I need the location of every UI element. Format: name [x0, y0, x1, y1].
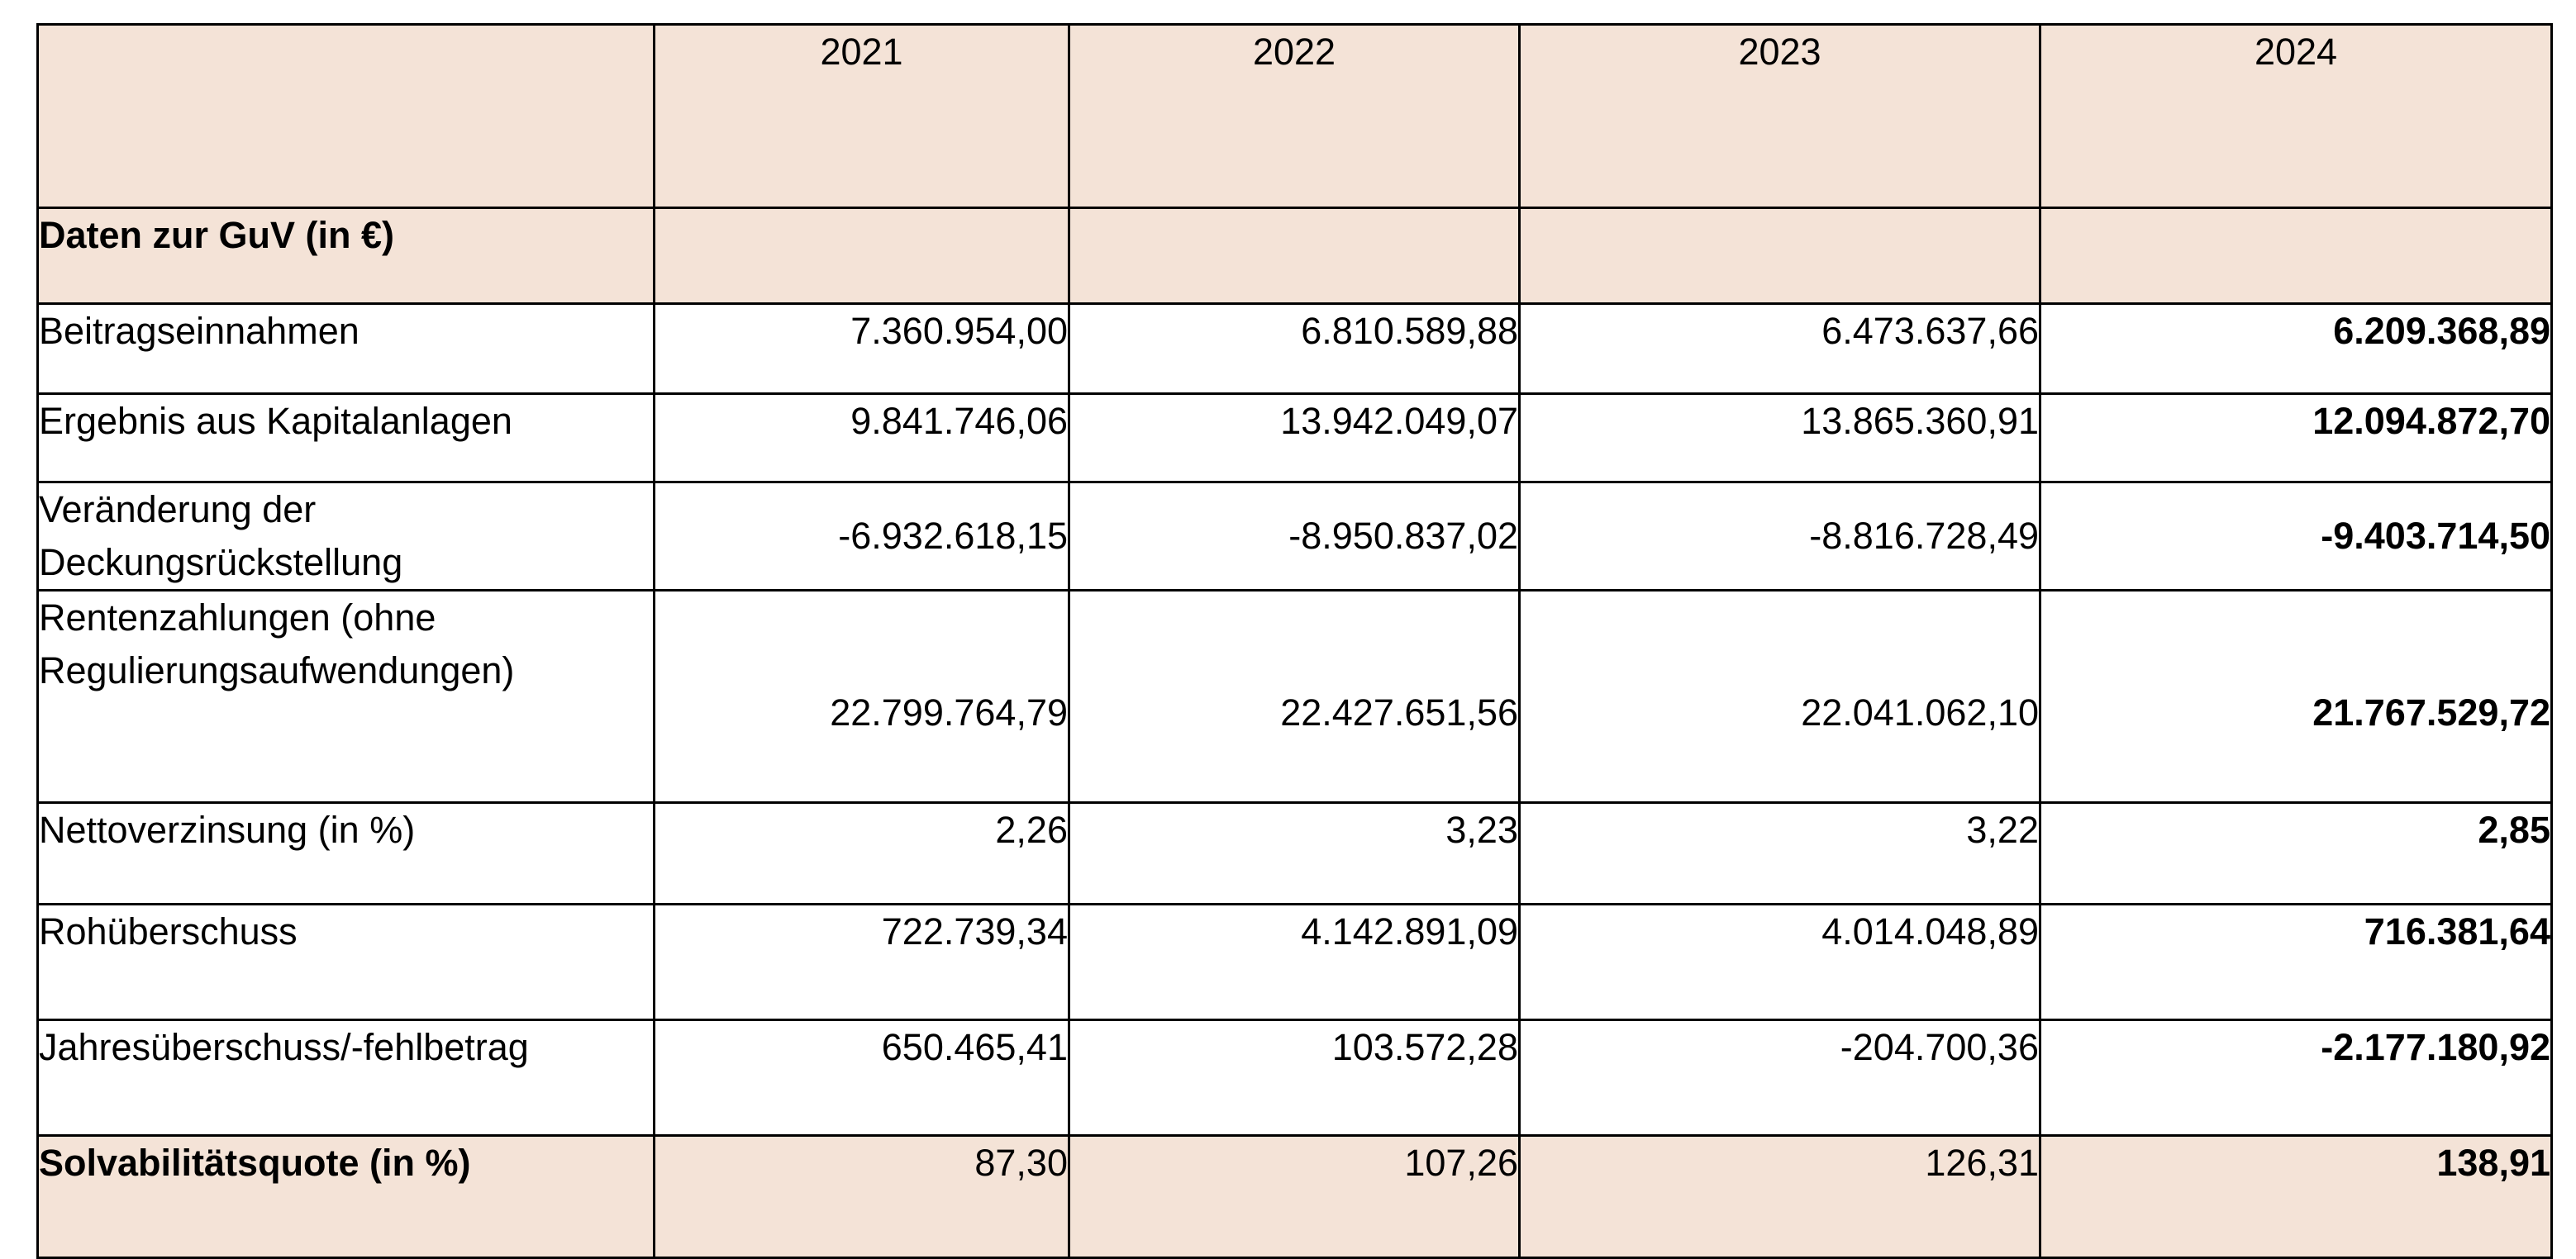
section-header-row: Daten zur GuV (in €) [36, 207, 2553, 305]
value-cell: 3,22 [1518, 801, 2041, 905]
year-header-2023: 2023 [1518, 23, 2041, 209]
section-empty-cell [2039, 207, 2553, 305]
value-cell: 650.465,41 [653, 1019, 1070, 1137]
table-row: Veränderung der Deckungsrückstellung -6.… [36, 481, 2553, 591]
value-cell: 126,31 [1518, 1134, 2041, 1259]
value-cell: 2,26 [653, 801, 1070, 905]
value-cell: 22.041.062,10 [1518, 589, 2041, 804]
value-cell: 6.473.637,66 [1518, 302, 2041, 395]
value-cell: -6.932.618,15 [653, 481, 1070, 591]
value-cell-2024: 21.767.529,72 [2039, 589, 2553, 804]
section-empty-cell [1068, 207, 1521, 305]
header-row: 2021 2022 2023 2024 [36, 23, 2553, 209]
table-row: Beitragseinnahmen 7.360.954,00 6.810.589… [36, 302, 2553, 395]
year-header-2024: 2024 [2039, 23, 2553, 209]
table-row: Ergebnis aus Kapitalanlagen 9.841.746,06… [36, 392, 2553, 483]
value-cell: 107,26 [1068, 1134, 1521, 1259]
value-cell: -204.700,36 [1518, 1019, 2041, 1137]
row-label-rohueberschuss: Rohüberschuss [36, 903, 655, 1021]
footer-row: Solvabilitätsquote (in %) 87,30 107,26 1… [36, 1134, 2553, 1259]
year-header-2022: 2022 [1068, 23, 1521, 209]
row-label-beitragseinnahmen: Beitragseinnahmen [36, 302, 655, 395]
value-cell: 13.865.360,91 [1518, 392, 2041, 483]
value-cell: 9.841.746,06 [653, 392, 1070, 483]
value-cell: 4.014.048,89 [1518, 903, 2041, 1021]
value-cell-2024: -2.177.180,92 [2039, 1019, 2553, 1137]
value-cell: 4.142.891,09 [1068, 903, 1521, 1021]
value-cell: 3,23 [1068, 801, 1521, 905]
financial-data-table: 2021 2022 2023 2024 Daten zur GuV (in €)… [36, 23, 2553, 1259]
value-cell: 22.799.764,79 [653, 589, 1070, 804]
row-label-solvabilitaetsquote: Solvabilitätsquote (in %) [36, 1134, 655, 1259]
value-cell: 103.572,28 [1068, 1019, 1521, 1137]
value-cell-2024: 2,85 [2039, 801, 2553, 905]
value-cell-2024: 12.094.872,70 [2039, 392, 2553, 483]
value-cell: -8.816.728,49 [1518, 481, 2041, 591]
value-cell-2024: 716.381,64 [2039, 903, 2553, 1021]
row-label-nettoverzinsung: Nettoverzinsung (in %) [36, 801, 655, 905]
table-row: Rohüberschuss 722.739,34 4.142.891,09 4.… [36, 903, 2553, 1021]
section-empty-cell [1518, 207, 2041, 305]
header-corner-cell [36, 23, 655, 209]
value-cell: 87,30 [653, 1134, 1070, 1259]
value-cell: 722.739,34 [653, 903, 1070, 1021]
year-header-2021: 2021 [653, 23, 1070, 209]
table-row: Rentenzahlungen (ohne Regulierungsaufwen… [36, 589, 2553, 804]
value-cell: -8.950.837,02 [1068, 481, 1521, 591]
table-row: Jahresüberschuss/-fehlbetrag 650.465,41 … [36, 1019, 2553, 1137]
table-row: Nettoverzinsung (in %) 2,26 3,23 3,22 2,… [36, 801, 2553, 905]
value-cell: 7.360.954,00 [653, 302, 1070, 395]
row-label-jahresueberschuss: Jahresüberschuss/-fehlbetrag [36, 1019, 655, 1137]
row-label-deckungsrueckstellung: Veränderung der Deckungsrückstellung [36, 481, 655, 591]
row-label-kapitalanlagen: Ergebnis aus Kapitalanlagen [36, 392, 655, 483]
row-label-rentenzahlungen: Rentenzahlungen (ohne Regulierungsaufwen… [36, 589, 655, 804]
section-label: Daten zur GuV (in €) [36, 207, 655, 305]
value-cell: 6.810.589,88 [1068, 302, 1521, 395]
value-cell: 13.942.049,07 [1068, 392, 1521, 483]
section-empty-cell [653, 207, 1070, 305]
value-cell: 22.427.651,56 [1068, 589, 1521, 804]
value-cell-2024: -9.403.714,50 [2039, 481, 2553, 591]
value-cell-2024: 6.209.368,89 [2039, 302, 2553, 395]
value-cell-2024: 138,91 [2039, 1134, 2553, 1259]
